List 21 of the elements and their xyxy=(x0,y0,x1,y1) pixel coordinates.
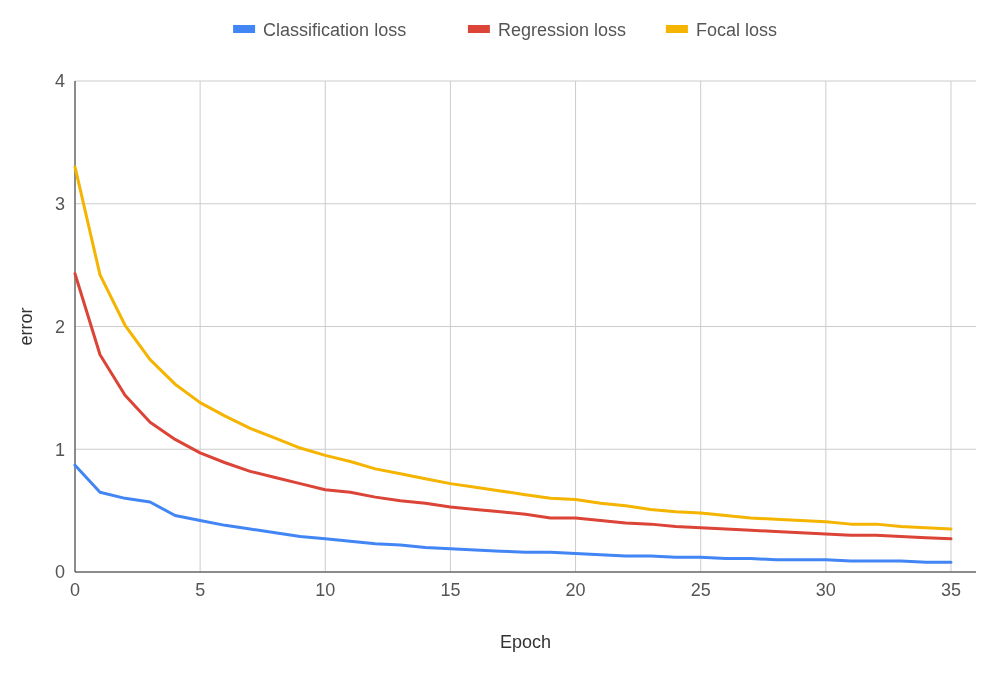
line-series xyxy=(73,272,953,541)
y-axis-title: error xyxy=(16,307,36,346)
line-series xyxy=(73,165,953,531)
legend-label: Classification loss xyxy=(263,20,407,41)
y-tick-label: 2 xyxy=(54,316,65,337)
y-tick-label: 3 xyxy=(54,194,65,215)
x-tick-label: 5 xyxy=(195,580,206,600)
y-tick-label: 1 xyxy=(54,439,65,460)
y-tick-label: 0 xyxy=(54,562,65,583)
x-tick-label: 15 xyxy=(440,580,461,600)
x-tick-label: 30 xyxy=(815,580,836,600)
x-tick-label: 25 xyxy=(690,580,711,600)
x-axis-title: Epoch xyxy=(499,632,552,652)
legend-label: Regression loss xyxy=(497,20,626,41)
legend-label: Focal loss xyxy=(695,20,777,41)
x-tick-label: 20 xyxy=(565,580,586,600)
y-tick-label: 4 xyxy=(54,71,65,92)
x-tick-label: 10 xyxy=(315,580,336,600)
x-tick-label: 35 xyxy=(940,580,961,600)
x-tick-label: 0 xyxy=(69,580,81,600)
line-series xyxy=(73,463,953,564)
